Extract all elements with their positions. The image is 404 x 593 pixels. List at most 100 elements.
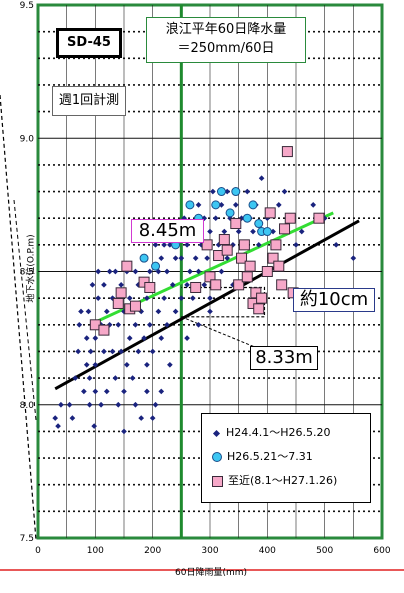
point-series1 <box>333 242 339 248</box>
point-series2 <box>248 200 258 210</box>
point-series1 <box>103 308 110 315</box>
point-series1 <box>192 255 199 262</box>
x-tick-label: 500 <box>316 546 333 556</box>
point-series3 <box>273 260 285 272</box>
point-series1 <box>178 255 185 262</box>
point-series1 <box>204 255 210 262</box>
point-series1 <box>126 335 133 341</box>
point-series1 <box>83 361 90 368</box>
point-series1 <box>235 228 242 235</box>
annotation-upper-value: 8.45m <box>131 219 204 243</box>
point-series1 <box>146 321 153 328</box>
point-series1 <box>101 281 107 288</box>
point-series3 <box>253 303 265 315</box>
point-series1 <box>115 321 122 328</box>
point-series1 <box>224 188 231 195</box>
point-series1 <box>129 375 136 381</box>
point-series3 <box>244 260 256 272</box>
point-series1 <box>207 295 213 301</box>
legend-label-2: H26.5.21～7.31 <box>227 450 313 463</box>
rainfall-note: 浪江平年60日降水量 ＝250mm/60日 <box>146 17 306 63</box>
point-series1 <box>121 428 127 435</box>
legend: H24.4.1～H26.5.20 H26.5.21～7.31 至近(8.1～H2… <box>201 413 371 503</box>
point-series1 <box>167 361 173 368</box>
point-series1 <box>132 321 139 328</box>
point-series3 <box>279 223 291 235</box>
station-label: SD-45 <box>56 28 122 58</box>
point-series2 <box>185 200 195 210</box>
data-points <box>52 146 357 435</box>
point-series3 <box>276 279 288 291</box>
point-series1 <box>250 228 256 235</box>
point-series1 <box>155 308 162 315</box>
point-series2 <box>262 227 272 237</box>
point-series1 <box>109 348 116 355</box>
point-series1 <box>149 415 156 421</box>
rainfall-note-line2: ＝250mm/60日 <box>177 41 275 56</box>
point-series3 <box>218 234 230 246</box>
point-series1 <box>164 321 170 328</box>
legend-label-1: H24.4.1～H26.5.20 <box>226 426 331 439</box>
point-series3 <box>236 252 248 264</box>
legend-item-1: H24.4.1～H26.5.20 <box>212 426 331 440</box>
point-series2 <box>139 253 149 263</box>
point-series3 <box>256 292 268 304</box>
point-series3 <box>129 300 141 312</box>
point-series1 <box>172 255 179 262</box>
point-series1 <box>310 202 317 208</box>
point-series2 <box>231 187 241 197</box>
point-series3 <box>238 239 250 251</box>
point-series1 <box>91 423 98 429</box>
point-series1 <box>132 401 139 408</box>
point-series1 <box>210 188 216 195</box>
point-series1 <box>83 335 90 341</box>
point-series1 <box>144 361 150 368</box>
point-series2 <box>216 187 226 197</box>
point-series1 <box>195 268 202 275</box>
point-series1 <box>78 308 84 315</box>
point-series3 <box>264 207 276 219</box>
point-series2 <box>254 219 264 229</box>
point-series1 <box>85 308 92 315</box>
point-series1 <box>124 361 130 368</box>
lower-callout-line <box>181 316 263 351</box>
point-series1 <box>152 242 159 248</box>
point-series1 <box>92 335 99 341</box>
x-tick-label: 0 <box>35 546 41 556</box>
point-series1 <box>98 401 104 408</box>
annotation-lower-value: 8.33m <box>250 346 318 370</box>
point-series3 <box>121 260 133 272</box>
point-series3 <box>267 252 279 264</box>
circle-marker-icon <box>212 452 222 462</box>
point-series3 <box>98 324 110 336</box>
point-series1 <box>132 268 139 275</box>
point-series2 <box>211 200 221 210</box>
point-series1 <box>189 295 196 301</box>
point-series1 <box>121 388 127 395</box>
point-series1 <box>118 348 124 355</box>
left-guide-line-2 <box>13 199 37 421</box>
x-tick-label: 100 <box>87 546 104 556</box>
point-series1 <box>270 228 276 235</box>
y-tick-label: 9.0 <box>20 134 35 144</box>
point-series1 <box>138 415 145 421</box>
point-series1 <box>69 415 76 421</box>
point-series1 <box>195 202 202 208</box>
point-series3 <box>261 266 273 277</box>
point-series3 <box>190 281 202 293</box>
point-series1 <box>207 308 213 315</box>
point-series1 <box>350 255 357 262</box>
point-series1 <box>144 388 150 395</box>
point-series1 <box>95 295 102 301</box>
point-series3 <box>241 271 253 283</box>
point-series3 <box>144 281 156 293</box>
point-series1 <box>224 255 231 262</box>
point-series3 <box>115 287 127 299</box>
point-series1 <box>255 242 262 248</box>
point-series3 <box>233 279 245 291</box>
point-series3 <box>270 239 282 251</box>
point-series1 <box>66 401 73 408</box>
y-tick-label: 8.0 <box>20 401 35 411</box>
point-series1 <box>187 268 193 275</box>
point-series1 <box>158 255 165 262</box>
